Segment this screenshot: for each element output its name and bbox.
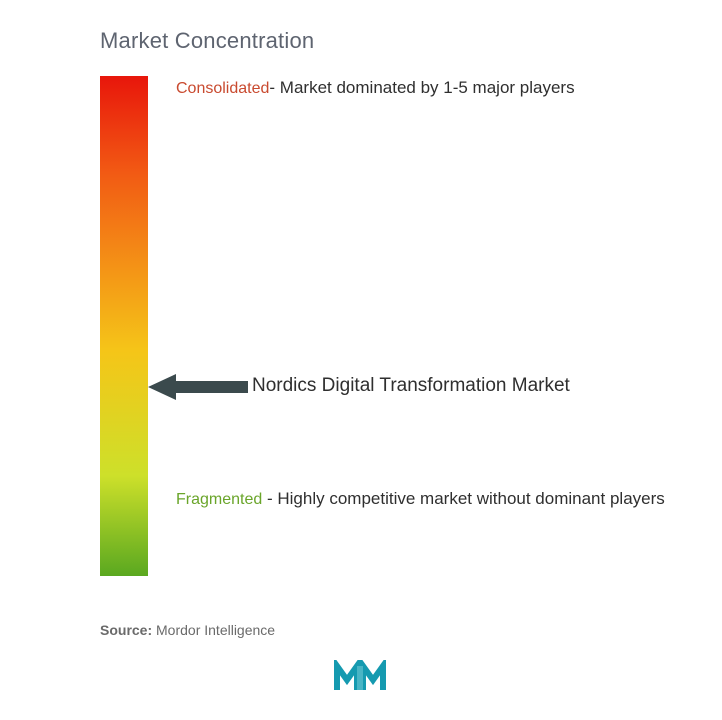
consolidated-keyword: Consolidated bbox=[176, 80, 269, 97]
consolidated-row: Consolidated- Market dominated by 1-5 ma… bbox=[176, 78, 686, 98]
source-line: Source: Mordor Intelligence bbox=[100, 622, 275, 638]
content-row: Consolidated- Market dominated by 1-5 ma… bbox=[100, 76, 686, 576]
fragmented-description: - Highly competitive market without domi… bbox=[262, 489, 665, 508]
page-title: Market Concentration bbox=[100, 28, 686, 54]
fragmented-keyword: Fragmented bbox=[176, 491, 262, 508]
concentration-gradient-bar bbox=[100, 76, 148, 576]
source-name: Mordor Intelligence bbox=[156, 622, 275, 638]
pointer-row: Nordics Digital Transformation Market bbox=[176, 374, 686, 398]
source-label: Source: bbox=[100, 622, 152, 638]
labels-column: Consolidated- Market dominated by 1-5 ma… bbox=[176, 76, 686, 576]
arrow-left-icon bbox=[148, 374, 240, 398]
consolidated-description: - Market dominated by 1-5 major players bbox=[269, 78, 574, 97]
market-name: Nordics Digital Transformation Market bbox=[252, 375, 570, 397]
infographic-frame: Market Concentration Consolidated- Marke… bbox=[0, 0, 722, 720]
brand-logo-icon bbox=[333, 660, 389, 694]
fragmented-row: Fragmented - Highly competitive market w… bbox=[176, 486, 686, 512]
